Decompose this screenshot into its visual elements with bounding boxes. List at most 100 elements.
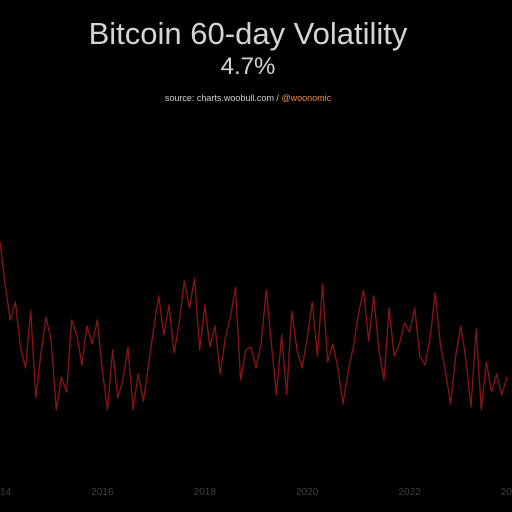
data-point xyxy=(142,400,144,402)
data-point xyxy=(117,397,119,399)
data-point xyxy=(316,355,318,357)
source-attribution: source: charts.woobull.com / @woonomic xyxy=(0,93,496,103)
data-point xyxy=(229,316,231,318)
data-point xyxy=(378,349,380,351)
data-point xyxy=(71,319,73,321)
x-tick-label: 2016 xyxy=(91,487,114,498)
data-point xyxy=(204,304,206,306)
data-point xyxy=(424,364,426,366)
x-tick-label: 2018 xyxy=(194,487,217,498)
data-point xyxy=(470,406,472,408)
title-block: Bitcoin 60-day Volatility 4.7% xyxy=(0,16,496,82)
data-point xyxy=(357,313,359,315)
data-point xyxy=(388,307,390,309)
source-text: source: charts.woobull.com / xyxy=(164,93,282,103)
data-point xyxy=(327,361,329,363)
data-point xyxy=(368,340,370,342)
data-point xyxy=(337,367,339,369)
data-point xyxy=(281,334,283,336)
data-point xyxy=(173,352,175,354)
data-point xyxy=(270,343,272,345)
data-point xyxy=(429,337,431,339)
data-point xyxy=(81,364,83,366)
data-point xyxy=(275,394,278,396)
data-point xyxy=(158,295,160,297)
data-point xyxy=(183,280,185,282)
data-point xyxy=(86,325,88,327)
data-point xyxy=(419,355,421,357)
data-point xyxy=(414,307,416,309)
data-point xyxy=(455,355,457,357)
data-point xyxy=(250,346,252,348)
data-point xyxy=(194,277,196,279)
x-axis-tick-labels: 2014 2016 2018 2020 2022 2024 xyxy=(0,487,512,498)
chart-title: Bitcoin 60-day Volatility xyxy=(88,16,408,51)
data-point xyxy=(209,346,211,348)
series-layer xyxy=(0,241,508,411)
data-point xyxy=(450,403,452,405)
data-point xyxy=(403,322,406,324)
data-point xyxy=(234,286,237,288)
current-volatility-value: 4.7% xyxy=(220,53,276,80)
data-point xyxy=(35,397,37,399)
data-point xyxy=(291,310,293,312)
data-point xyxy=(444,370,446,372)
data-point xyxy=(19,346,22,348)
data-point xyxy=(439,343,441,345)
data-point xyxy=(475,328,477,330)
data-point xyxy=(362,289,365,291)
data-point xyxy=(4,283,6,285)
data-point xyxy=(76,334,78,336)
data-point xyxy=(296,349,298,351)
data-point xyxy=(301,367,303,369)
data-point xyxy=(255,367,257,369)
data-point xyxy=(9,319,11,321)
data-point xyxy=(332,343,334,345)
data-point xyxy=(55,409,57,411)
data-point xyxy=(398,343,400,345)
data-point xyxy=(347,370,349,372)
data-point xyxy=(306,337,308,339)
data-point xyxy=(490,391,493,393)
data-point xyxy=(322,283,324,285)
data-point xyxy=(178,322,180,324)
x-tick-label: 2022 xyxy=(398,487,421,498)
data-point xyxy=(96,319,98,321)
data-point xyxy=(480,409,482,411)
data-point xyxy=(122,379,124,381)
x-tick-label: 2020 xyxy=(296,487,319,498)
data-point xyxy=(147,364,150,366)
data-point xyxy=(25,367,27,369)
data-point xyxy=(383,379,385,381)
data-point xyxy=(106,409,109,411)
data-point xyxy=(163,334,165,336)
data-point xyxy=(496,373,498,375)
data-point xyxy=(245,349,247,351)
data-point xyxy=(30,310,32,312)
data-point xyxy=(101,370,103,372)
data-point xyxy=(199,349,201,351)
data-point xyxy=(168,304,170,306)
data-point xyxy=(132,409,134,411)
data-point xyxy=(112,349,114,351)
data-point xyxy=(265,289,267,291)
data-point xyxy=(342,403,344,405)
data-point xyxy=(373,295,375,297)
data-point xyxy=(434,292,436,294)
source-handle-link[interactable]: @woonomic xyxy=(281,93,332,103)
data-point xyxy=(50,340,52,342)
data-point xyxy=(485,361,487,363)
data-point xyxy=(460,325,462,327)
data-point xyxy=(188,307,190,309)
data-point xyxy=(286,394,288,396)
data-point xyxy=(40,352,42,354)
data-point xyxy=(465,358,467,360)
data-point xyxy=(91,343,93,345)
volatility-series-line xyxy=(0,241,508,411)
data-point xyxy=(214,325,216,327)
data-point xyxy=(66,391,68,393)
data-point xyxy=(393,355,395,357)
data-point xyxy=(153,328,155,330)
data-point xyxy=(0,241,1,243)
